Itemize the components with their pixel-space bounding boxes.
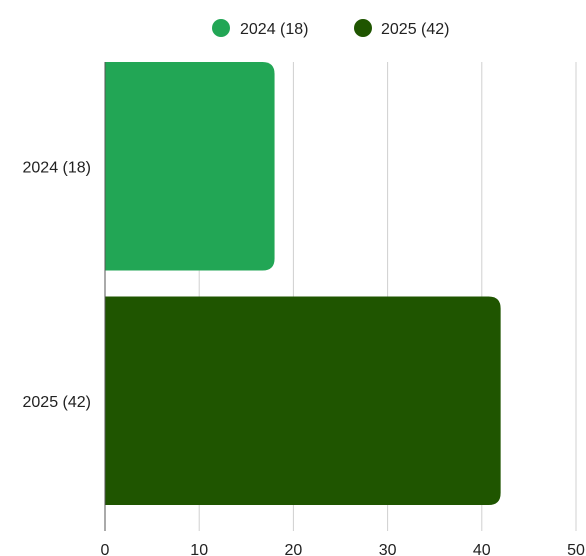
bar-2[interactable]	[105, 296, 501, 506]
bars	[105, 62, 501, 505]
x-tick-label-20: 20	[285, 542, 303, 556]
x-tick-label-40: 40	[473, 542, 491, 556]
category-label-2: 2025 (42)	[23, 394, 92, 411]
legend-swatch-2	[354, 19, 372, 37]
category-label-1: 2024 (18)	[23, 159, 92, 176]
category-labels: 2024 (18) 2025 (42)	[23, 159, 92, 411]
x-tick-label-50: 50	[567, 542, 585, 556]
legend-label-1: 2024 (18)	[240, 21, 309, 38]
bar-1[interactable]	[105, 62, 275, 271]
x-tick-label-10: 10	[190, 542, 208, 556]
legend-label-2: 2025 (42)	[381, 21, 450, 38]
legend: 2024 (18) 2025 (42)	[212, 19, 450, 38]
x-axis-ticks: 0 10 20 30 40 50	[101, 542, 585, 556]
legend-swatch-1	[212, 19, 230, 37]
x-tick-label-30: 30	[379, 542, 397, 556]
x-tick-label-0: 0	[101, 542, 110, 556]
